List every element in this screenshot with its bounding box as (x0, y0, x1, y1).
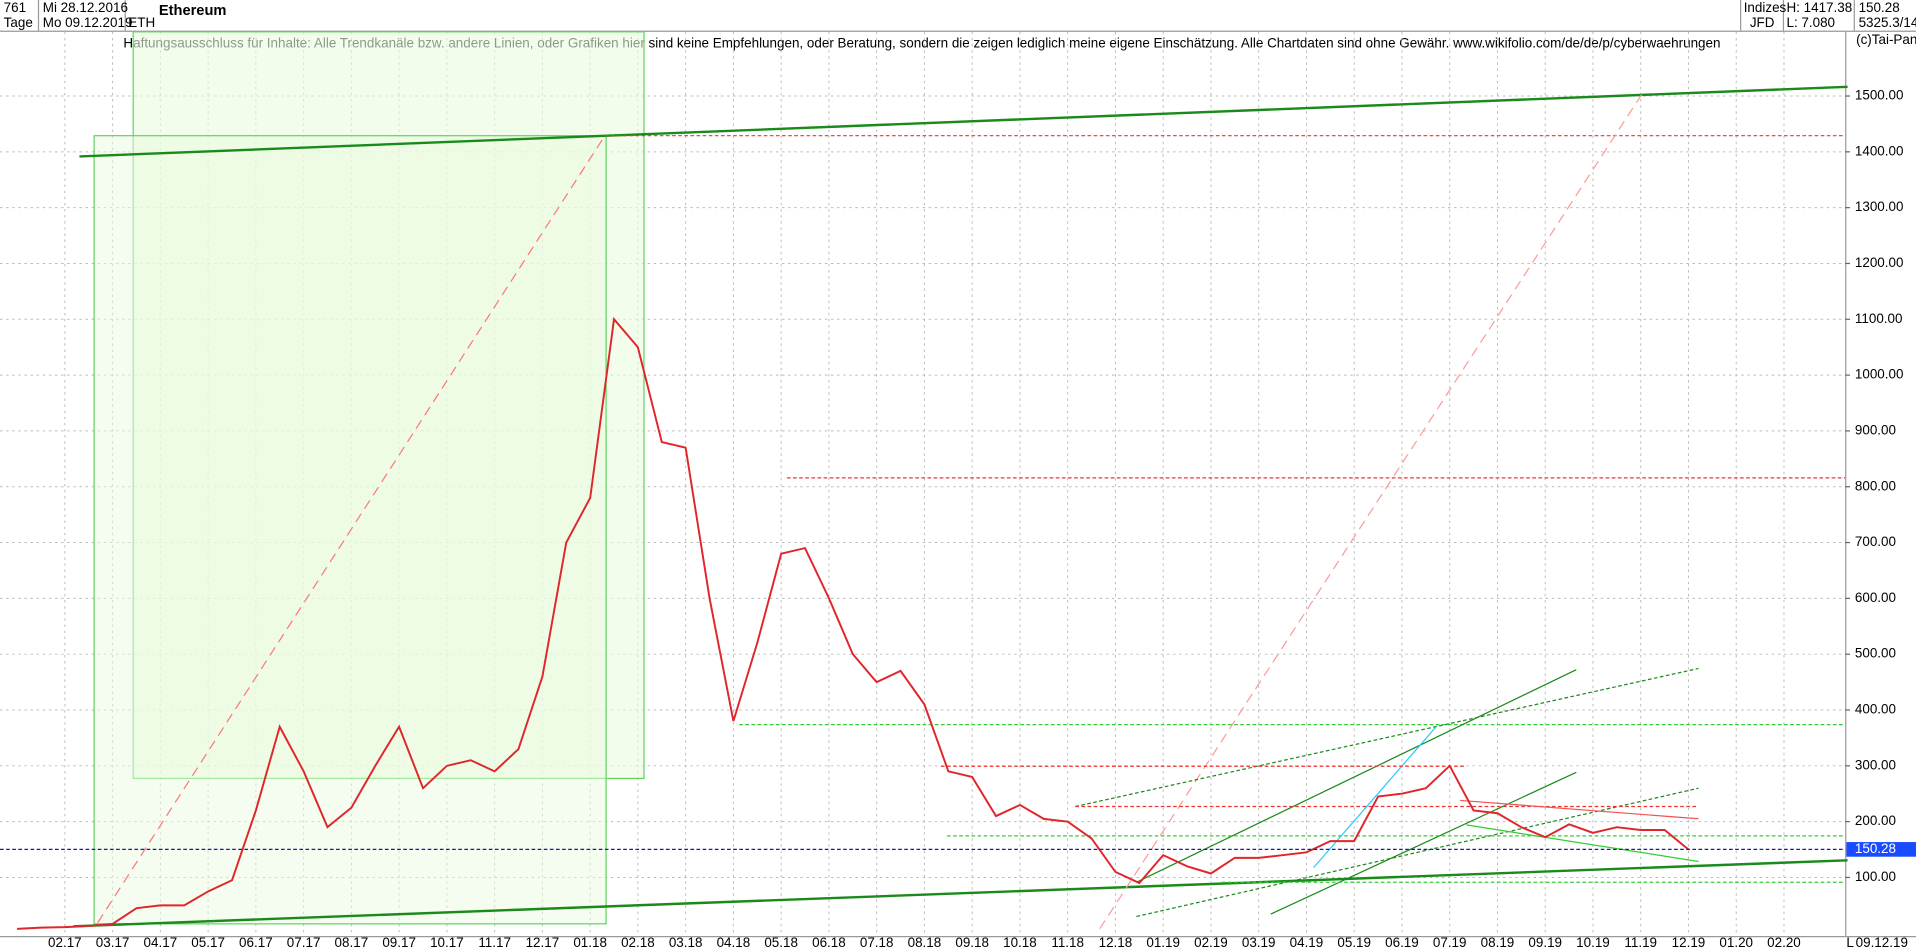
symbol: ETH (128, 15, 155, 30)
channel-line (1136, 669, 1577, 883)
x-tick-label: 03.18 (669, 935, 703, 950)
x-tick-label: 05.17 (191, 935, 225, 950)
x-tick-label: 07.19 (1433, 935, 1467, 950)
x-tick-label: 01.19 (1146, 935, 1180, 950)
y-tick-label: 700.00 (1855, 534, 1896, 549)
x-tick-label: 12.19 (1672, 935, 1706, 950)
x-tick-label: 06.19 (1385, 935, 1419, 950)
period[interactable]: Tage (4, 15, 33, 30)
y-tick-label: 500.00 (1855, 646, 1896, 661)
x-tick-label: 01.20 (1719, 935, 1753, 950)
y-tick-label: 1100.00 (1855, 311, 1903, 326)
x-tick-label: 09.17 (382, 935, 416, 950)
x-tick-label: 08.19 (1481, 935, 1515, 950)
channel-line (1270, 771, 1577, 915)
start-date: Mi 28.12.2016 (43, 0, 128, 15)
y-tick-label: 1000.00 (1855, 367, 1904, 382)
x-tick-label: 02.18 (621, 935, 655, 950)
y-tick-label: 1200.00 (1855, 255, 1904, 270)
y-tick-label: 800.00 (1855, 478, 1896, 493)
x-tick-label: 11.18 (1051, 935, 1084, 950)
channel-line (1136, 787, 1699, 918)
x-tick-label: 07.17 (287, 935, 321, 950)
x-tick-label: 01.18 (573, 935, 607, 950)
x-tick-label: 06.17 (239, 935, 273, 950)
x-tick-label: 05.19 (1337, 935, 1371, 950)
footer-scale: L (1846, 935, 1854, 950)
low: L: 7.080 (1786, 15, 1835, 30)
x-tick-label: 10.18 (1003, 935, 1037, 950)
fan-line (97, 135, 606, 923)
channel-line (1460, 799, 1699, 820)
y-tick-label: 900.00 (1855, 422, 1896, 437)
x-tick-label: 08.17 (335, 935, 369, 950)
x-tick-label: 03.19 (1242, 935, 1276, 950)
y-tick-label: 200.00 (1855, 813, 1896, 828)
plot: 150.28 (0, 316, 1916, 930)
end-date: Mo 09.12.2019 (43, 15, 133, 30)
x-tick-label: 12.18 (1099, 935, 1133, 950)
x-tick-label: 02.20 (1767, 935, 1801, 950)
copyright: (c)Tai-Pan (1856, 32, 1916, 47)
x-tick-label: 10.17 (430, 935, 464, 950)
trend-line (73, 859, 1848, 928)
y-tick-label: 1300.00 (1855, 199, 1904, 214)
last-price-label: 150.28 (1855, 841, 1896, 856)
last: 150.28 (1859, 0, 1900, 15)
last-price-tag (1846, 842, 1916, 857)
fan-line (1099, 91, 1645, 930)
x-tick-label: 11.17 (478, 935, 511, 950)
group: Indizes (1744, 0, 1787, 15)
x-tick-label: 06.18 (812, 935, 846, 950)
x-tick-label: 04.19 (1290, 935, 1324, 950)
channel-line (1313, 726, 1437, 869)
x-tick-label: 08.18 (908, 935, 942, 950)
source: JFD (1750, 15, 1775, 30)
x-tick-label: 05.18 (764, 935, 798, 950)
channel-line (1075, 667, 1699, 808)
price-line (17, 316, 1690, 930)
drawings (73, 31, 1848, 930)
y-tick-label: 1500.00 (1855, 88, 1904, 103)
x-tick-label: 09.18 (955, 935, 989, 950)
y-tick-label: 600.00 (1855, 590, 1896, 605)
x-tick-label: 04.18 (717, 935, 751, 950)
x-tick-label: 02.17 (48, 935, 82, 950)
x-tick-label: 07.18 (860, 935, 894, 950)
y-tick-label: 400.00 (1855, 702, 1896, 717)
y-tick-label: 1400.00 (1855, 143, 1904, 158)
channel-line (1466, 824, 1699, 863)
high: H: 1417.38 (1786, 0, 1852, 15)
info: 5325.3/14 (1859, 15, 1916, 30)
trend-line (79, 85, 1848, 158)
x-tick-label: 04.17 (144, 935, 178, 950)
y-tick-label: 300.00 (1855, 757, 1896, 772)
y-tick-label: 100.00 (1855, 869, 1896, 884)
chart-title: Ethereum (159, 3, 227, 19)
x-tick-label: 03.17 (96, 935, 130, 950)
x-tick-label: 10.19 (1576, 935, 1610, 950)
footer-date: 09.12.19 (1856, 935, 1908, 950)
x-tick-label: 09.19 (1528, 935, 1562, 950)
x-tick-label: 12.17 (526, 935, 560, 950)
x-tick-label: 02.19 (1194, 935, 1228, 950)
x-tick-label: 11.19 (1624, 935, 1657, 950)
bar-count[interactable]: 761 (4, 0, 26, 15)
